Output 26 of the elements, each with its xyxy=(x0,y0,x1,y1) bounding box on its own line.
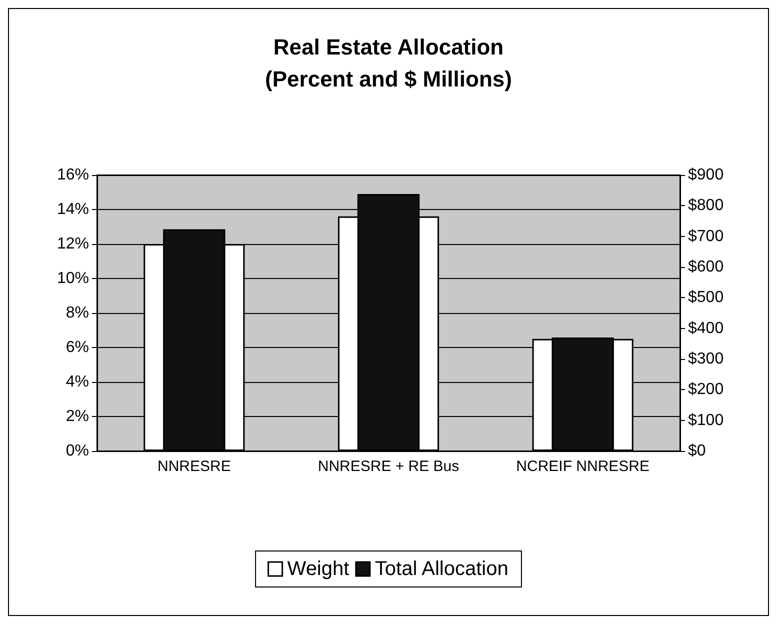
x-tick-label: NNRESRE + RE Bus xyxy=(318,458,460,475)
y2-tick-label: $600 xyxy=(688,258,724,276)
y2-tick-label: $800 xyxy=(688,197,724,214)
y-tick-label: 10% xyxy=(56,270,89,287)
x-tick-label: NCREIF NNRESRE xyxy=(516,458,650,475)
y-tick-label: 12% xyxy=(56,236,89,252)
y2-tick-label: $200 xyxy=(688,381,724,398)
y2-tick-label: $500 xyxy=(688,289,724,306)
y-tick-label: 8% xyxy=(66,304,89,322)
y-tick-label: 2% xyxy=(66,408,89,425)
y2-tick-label: $0 xyxy=(688,442,706,460)
legend-label: Weight xyxy=(287,558,350,580)
y2-tick-label: $700 xyxy=(688,228,724,245)
y2-tick-label: $900 xyxy=(688,166,724,184)
y-tick-label: 16% xyxy=(56,166,89,184)
y-tick-label: 14% xyxy=(56,201,89,218)
y2-tick-label: $300 xyxy=(688,350,724,368)
legend-label: Total Allocation xyxy=(374,558,508,580)
y-tick-label: 0% xyxy=(66,442,89,460)
x-tick-label: NNRESRE xyxy=(157,458,231,475)
y-tick-label: 4% xyxy=(66,374,89,390)
y-tick-label: 6% xyxy=(66,339,89,356)
y2-tick-label: $400 xyxy=(688,320,724,337)
y2-tick-label: $100 xyxy=(688,412,724,429)
chart-title: Real Estate Allocation xyxy=(273,34,504,60)
chart-subtitle: (Percent and $ Millions) xyxy=(265,66,512,92)
